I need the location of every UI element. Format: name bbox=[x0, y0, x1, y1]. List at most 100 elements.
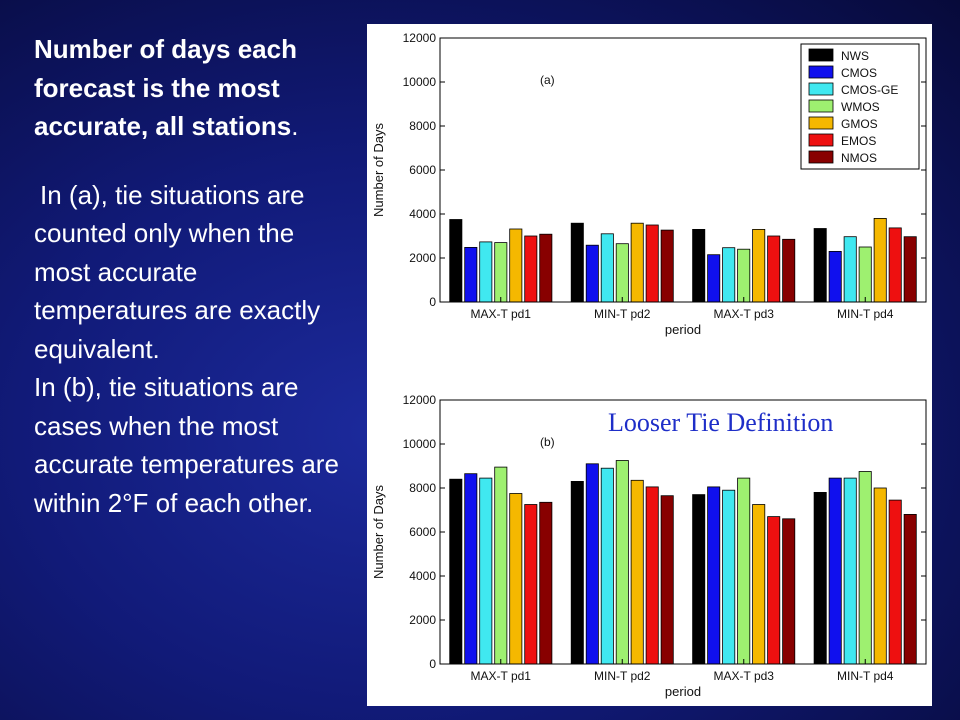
bar-nmos-4 bbox=[903, 513, 917, 665]
bar-emos-1 bbox=[524, 504, 538, 665]
bar-cmos-ge-2 bbox=[600, 233, 614, 303]
bar-nmos-1 bbox=[539, 501, 553, 665]
legend-label-cmos-ge: CMOS-GE bbox=[841, 83, 898, 97]
x-tick-label: MIN-T pd2 bbox=[594, 669, 651, 683]
x-axis-label: period bbox=[665, 322, 701, 337]
x-tick-label: MIN-T pd2 bbox=[594, 307, 651, 321]
bar-nws-2 bbox=[570, 480, 584, 665]
x-tick-label: MAX-T pd1 bbox=[471, 307, 532, 321]
y-tick-label: 4000 bbox=[409, 569, 436, 583]
bar-gmos-2 bbox=[630, 222, 644, 303]
bar-gmos-4 bbox=[873, 487, 887, 665]
bar-cmos-4 bbox=[828, 477, 842, 665]
bar-emos-1 bbox=[524, 235, 538, 303]
bar-nmos-4 bbox=[903, 236, 917, 303]
bar-emos-2 bbox=[645, 224, 659, 303]
annotation-looser-tie: Looser Tie Definition bbox=[608, 408, 833, 437]
bar-wmos-4 bbox=[858, 471, 872, 665]
x-tick-label: MAX-T pd3 bbox=[714, 669, 775, 683]
figure-panel: 0 2000 4000 6000 8000 10000 12000 MAX-T pd1 MIN-… bbox=[367, 24, 932, 706]
slide-text: Number of days each forecast is the most… bbox=[34, 30, 354, 522]
bar-emos-4 bbox=[888, 499, 902, 665]
bar-emos-3 bbox=[767, 235, 781, 303]
bar-cmos-4 bbox=[828, 250, 842, 303]
legend-label-wmos: WMOS bbox=[841, 100, 880, 114]
bar-wmos-2 bbox=[615, 460, 629, 665]
x-axis-label: period bbox=[665, 684, 701, 699]
slide-title: Number of days each forecast is the most… bbox=[34, 30, 354, 146]
y-tick-label: 6000 bbox=[409, 163, 436, 177]
bar-wmos-3 bbox=[737, 248, 751, 303]
bar-gmos-1 bbox=[509, 493, 523, 665]
bar-nws-3 bbox=[692, 494, 706, 665]
bar-emos-3 bbox=[767, 516, 781, 665]
bar-nmos-3 bbox=[782, 518, 796, 665]
bar-nmos-2 bbox=[660, 229, 674, 303]
x-tick-label: MIN-T pd4 bbox=[837, 307, 894, 321]
y-tick-label: 0 bbox=[429, 657, 436, 671]
bar-cmos-1 bbox=[464, 246, 478, 303]
bar-cmos-ge-4 bbox=[843, 236, 857, 303]
legend-swatch-emos bbox=[808, 133, 834, 147]
chart-a: 0 2000 4000 6000 8000 10000 12000 MAX-T pd1 MIN-… bbox=[371, 31, 927, 337]
bar-gmos-4 bbox=[873, 217, 887, 303]
y-tick-label: 8000 bbox=[409, 481, 436, 495]
legend-label-nws: NWS bbox=[841, 49, 869, 63]
bar-nws-3 bbox=[692, 228, 706, 303]
bar-cmos-3 bbox=[707, 254, 721, 303]
bar-nws-4 bbox=[813, 491, 827, 665]
bar-cmos-ge-2 bbox=[600, 467, 614, 665]
legend-label-cmos: CMOS bbox=[841, 66, 877, 80]
bar-nws-1 bbox=[449, 478, 463, 665]
bar-wmos-3 bbox=[737, 477, 751, 665]
y-tick-label: 2000 bbox=[409, 613, 436, 627]
bar-nmos-1 bbox=[539, 233, 553, 303]
legend-swatch-wmos bbox=[808, 99, 834, 113]
bar-gmos-3 bbox=[752, 504, 766, 665]
y-tick-label: 10000 bbox=[403, 75, 437, 89]
slide-title-period: . bbox=[291, 111, 299, 141]
x-tick-label: MAX-T pd1 bbox=[471, 669, 532, 683]
bar-nmos-2 bbox=[660, 495, 674, 665]
y-tick-label: 2000 bbox=[409, 251, 436, 265]
x-tick-label: MIN-T pd4 bbox=[837, 669, 894, 683]
paragraph-b: In (b), tie situations are cases when th… bbox=[34, 372, 339, 518]
slide-title-text: Number of days each forecast is the most… bbox=[34, 34, 297, 141]
bar-cmos-ge-3 bbox=[722, 247, 736, 303]
figure-svg: 0 2000 4000 6000 8000 10000 12000 MAX-T pd1 MIN-… bbox=[371, 31, 927, 699]
y-tick-label: 10000 bbox=[403, 437, 437, 451]
bar-wmos-1 bbox=[494, 466, 508, 665]
legend-label-nmos: NMOS bbox=[841, 151, 877, 165]
paragraph-a: In (a), tie situations are counted only … bbox=[34, 179, 321, 364]
bar-gmos-2 bbox=[630, 479, 644, 665]
x-tick-label: MAX-T pd3 bbox=[714, 307, 775, 321]
y-tick-label: 8000 bbox=[409, 119, 436, 133]
panel-label: (b) bbox=[540, 435, 555, 449]
bar-cmos-ge-3 bbox=[722, 489, 736, 665]
chart-b: 0 2000 4000 6000 8000 10000 12000 MAX-T pd1 MIN-… bbox=[371, 393, 927, 699]
y-axis-label: Number of Days bbox=[371, 485, 386, 579]
bar-nws-1 bbox=[449, 219, 463, 303]
bar-nmos-3 bbox=[782, 238, 796, 303]
panel-label: (a) bbox=[540, 73, 555, 87]
y-tick-label: 12000 bbox=[403, 31, 437, 45]
legend-swatch-cmos-ge bbox=[808, 82, 834, 96]
y-tick-label: 12000 bbox=[403, 393, 437, 407]
bar-cmos-2 bbox=[585, 463, 599, 665]
legend-swatch-nws bbox=[808, 48, 834, 62]
bar-cmos-1 bbox=[464, 473, 478, 665]
bar-cmos-ge-1 bbox=[479, 241, 493, 303]
bar-cmos-2 bbox=[585, 244, 599, 303]
bar-gmos-3 bbox=[752, 228, 766, 303]
bar-cmos-3 bbox=[707, 486, 721, 665]
bar-emos-2 bbox=[645, 486, 659, 665]
legend-swatch-cmos bbox=[808, 65, 834, 79]
bar-nws-2 bbox=[570, 222, 584, 303]
legend-label-gmos: GMOS bbox=[841, 117, 878, 131]
bar-emos-4 bbox=[888, 227, 902, 303]
bar-wmos-1 bbox=[494, 242, 508, 303]
y-axis-label: Number of Days bbox=[371, 123, 386, 217]
bar-wmos-4 bbox=[858, 246, 872, 303]
legend-label-emos: EMOS bbox=[841, 134, 876, 148]
y-tick-label: 6000 bbox=[409, 525, 436, 539]
